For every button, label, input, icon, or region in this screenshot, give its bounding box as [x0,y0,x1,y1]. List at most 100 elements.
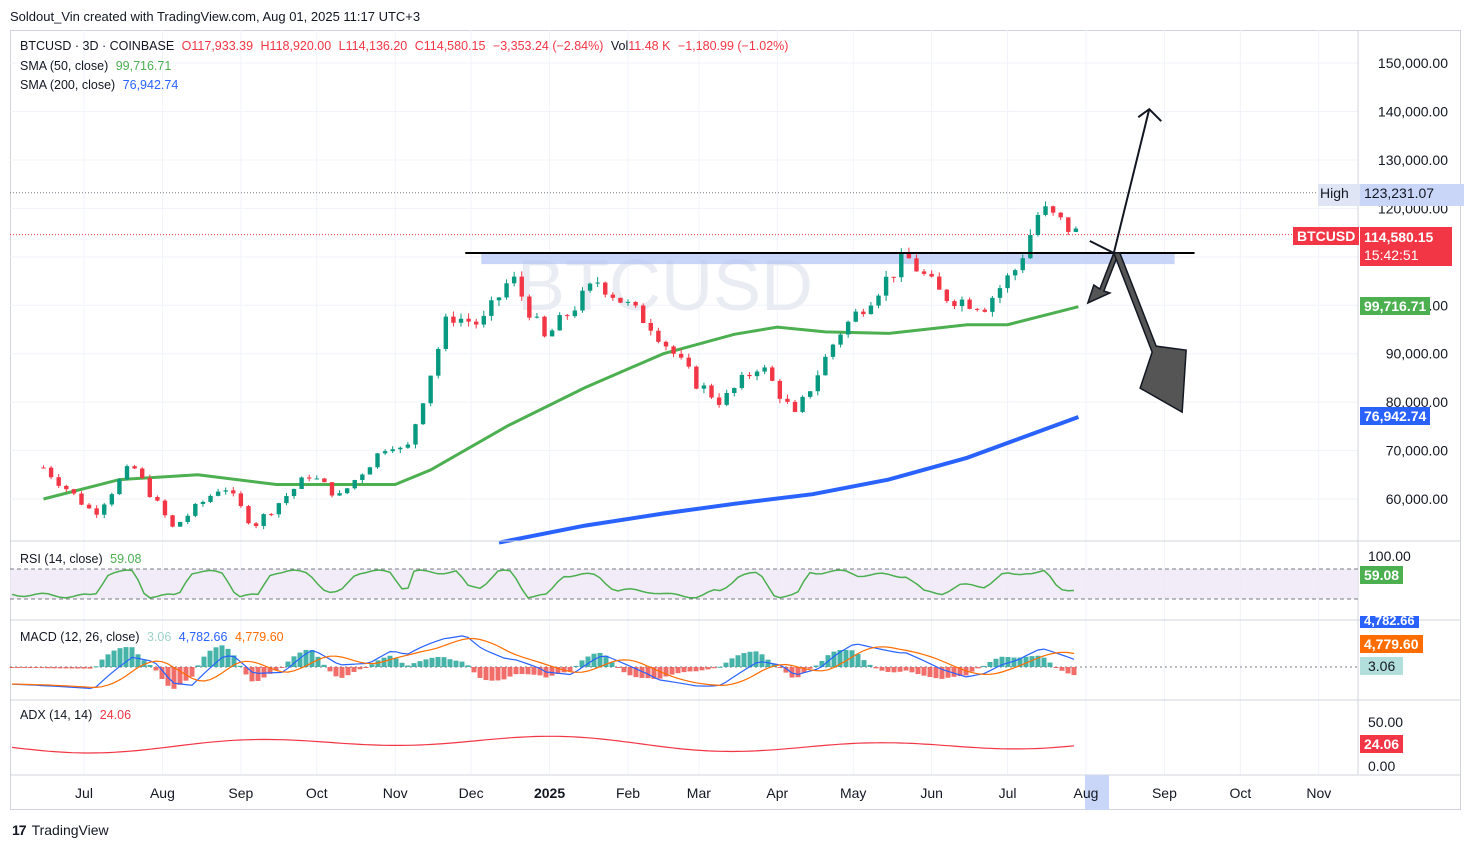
macd-hist-bar [549,667,555,676]
macd-hist-bar [261,667,267,678]
macd-hist-bar [147,665,153,667]
candle-countdown: 15:42:51 [1364,247,1419,263]
candle-body [94,508,99,515]
macd-hist-bar [657,667,663,679]
candle-body [876,295,881,306]
macd-hist-bar [81,667,87,669]
rsi-legend[interactable]: RSI (14, close) 59.08 [20,552,145,566]
macd-hist-bar [411,663,417,667]
candle-body [443,316,449,349]
macd-hist-bar [711,667,717,669]
candle-body [770,367,775,381]
macd-hist-bar [693,667,699,672]
macd-hist-bar [909,667,915,673]
candle-body [709,385,714,398]
candle-body [640,305,646,323]
macd-hist-bar [201,656,207,667]
candle-body [231,490,236,494]
candle-body [883,276,889,296]
legend-open: O117,933.39 [181,39,254,53]
macd-hist-bar [369,664,375,667]
candle-body [762,367,767,372]
macd-hist-bar [597,652,603,667]
symbol-legend[interactable]: BTCUSD · 3D · COINBASE O117,933.39 H118,… [20,39,792,53]
candle-body [496,297,502,301]
sma200-legend[interactable]: SMA (200, close) 76,942.74 [20,78,182,92]
candle-body [519,276,524,297]
time-axis[interactable]: Jul Aug Sep Oct Nov Dec 2025 Feb Mar Apr May Jun Jul… [75,785,1331,801]
candle-body [527,296,532,318]
macd-hist-bar [111,650,117,667]
candle-body [899,253,904,278]
candle-body [451,316,456,323]
macd-hist-bar [819,660,825,667]
tradingview-logo[interactable]: 17 TradingView [12,822,109,838]
legend-low: L114,136.20 [338,39,408,53]
sma50-legend[interactable]: SMA (50, close) 99,716.71 [20,59,175,73]
macd-hist-bar [441,657,447,667]
macd-hist-bar [117,648,123,667]
sma50-legend-value: 99,716.71 [115,59,172,73]
candle-body [990,297,995,312]
macd-price-tag: 4,782.66 [1360,616,1419,628]
macd-hist-bar [471,667,477,673]
rsi-price-tag: 59.08 [1360,566,1404,584]
candle-body [694,366,699,389]
macd-hist-bar [645,667,651,679]
tradingview-logo-text: TradingView [31,822,109,838]
adx-legend[interactable]: ADX (14, 14) 24.06 [20,708,135,722]
candle-body [732,388,737,393]
macd-hist-bar [735,655,741,667]
macd-hist-bar [159,667,165,679]
macd-hist-bar [1035,655,1041,667]
legend-change: −3,353.24 (−2.84%) [492,39,604,53]
candle-body [982,309,987,312]
resistance-zone[interactable] [481,252,1175,265]
projection-small-down-arrow [1086,251,1119,305]
candle-body [306,477,312,479]
price-tick-label: 150,000.00 [1378,55,1448,71]
macd-line [11,635,1075,690]
macd-hist-bar [741,653,747,667]
macd-hist-bar [615,667,621,668]
price-axis[interactable]: 60,000.0070,000.0080,000.0090,000.00100,… [1378,55,1448,507]
macd-hist-bar [1017,657,1023,667]
candle-body [322,478,327,483]
macd-hist-bar [225,648,231,667]
macd-hist-bar [951,667,957,677]
projection-down-arrow [1112,252,1187,414]
candle-body [375,453,380,468]
macd-hist-bar [141,660,147,667]
candle-body [162,500,168,516]
macd-hist-bar [1071,667,1077,676]
macd-hist-bar [465,665,471,667]
macd-legend-hist: 3.06 [146,630,172,644]
time-tick-label: Apr [766,785,788,801]
macd-hist-bar [315,656,321,667]
macd-hist-bar [807,667,813,669]
candle-body [1050,206,1056,213]
projection-up-arrowhead [1137,107,1162,122]
macd-hist-bar [1053,667,1059,668]
macd-hist-bar [705,667,711,670]
candle-body [170,515,175,527]
macd-hist-bar [375,660,381,667]
time-axis-highlight [1085,775,1109,810]
candle-body [48,467,54,478]
macd-hist-bar [999,656,1005,667]
candle-body [656,330,661,342]
macd-hist-bar [1029,656,1035,667]
candle-body [921,271,927,274]
macd-hist-bar [387,655,393,667]
macd-hist-bar [663,667,669,677]
adx-line [11,735,1075,754]
candle-body [177,521,183,527]
macd-legend-macd: 4,782.66 [178,630,228,644]
macd-hist-bar [327,667,333,672]
macd-legend[interactable]: MACD (12, 26, close) 3.06 4,782.66 4,779… [20,630,288,644]
candle-body [466,318,471,322]
rsi-line [11,569,1075,599]
projection-arrows[interactable] [1086,107,1187,414]
candle-body [420,403,426,425]
